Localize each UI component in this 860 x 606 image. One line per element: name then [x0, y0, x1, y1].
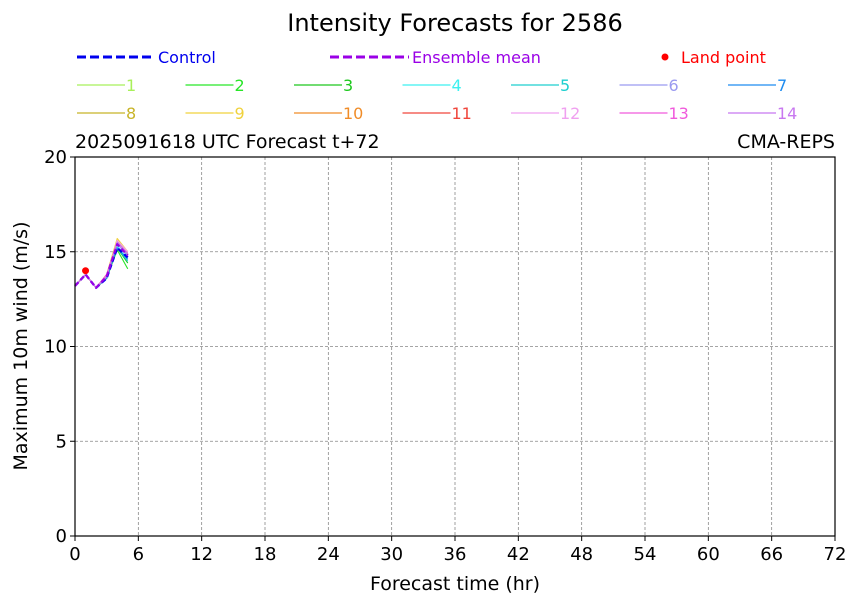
legend-label-control: Control [158, 48, 216, 67]
x-tick-label: 54 [634, 544, 657, 565]
legend-label-member-13: 13 [669, 104, 689, 123]
chart-title: Intensity Forecasts for 2586 [287, 9, 622, 37]
legend-label-land-point: Land point [681, 48, 766, 67]
series-line-ensemble-mean [74, 243, 129, 289]
x-axis-label: Forecast time (hr) [370, 573, 540, 595]
y-tick-label: 5 [56, 431, 67, 452]
legend-label-member-12: 12 [560, 104, 580, 123]
x-tick-label: 12 [190, 544, 213, 565]
legend-label-member-6: 6 [669, 76, 679, 95]
legend-label-member-1: 1 [126, 76, 136, 95]
y-tick-label: 10 [44, 337, 67, 358]
x-tick-label: 0 [69, 544, 80, 565]
forecast-init-label: 2025091618 UTC Forecast t+72 [75, 131, 380, 153]
legend-label-member-5: 5 [560, 76, 570, 95]
legend-label-member-4: 4 [452, 76, 462, 95]
x-tick-label: 30 [380, 544, 403, 565]
x-tick-label: 36 [444, 544, 467, 565]
legend-label-member-2: 2 [235, 76, 245, 95]
legend-label-member-3: 3 [343, 76, 353, 95]
legend-label-member-14: 14 [777, 104, 797, 123]
legend-label-member-9: 9 [235, 104, 245, 123]
y-axis-label: Maximum 10m wind (m/s) [10, 222, 32, 471]
x-tick-label: 42 [507, 544, 530, 565]
y-tick-label: 0 [56, 526, 67, 547]
x-tick-label: 18 [254, 544, 277, 565]
x-tick-label: 60 [697, 544, 720, 565]
land-points [82, 267, 90, 275]
y-tick-label: 20 [44, 147, 67, 168]
x-tick-label: 72 [824, 544, 847, 565]
grid [75, 157, 835, 536]
x-tick-label: 6 [133, 544, 144, 565]
land-point-marker [82, 267, 90, 275]
legend-label-member-7: 7 [777, 76, 787, 95]
x-tick-label: 24 [317, 544, 340, 565]
legend-label-member-10: 10 [343, 104, 363, 123]
legend-label-ensemble-mean: Ensemble mean [412, 48, 541, 67]
legend-marker-land-point [661, 53, 669, 61]
x-tick-label: 66 [760, 544, 783, 565]
x-tick-label: 48 [570, 544, 593, 565]
y-tick-label: 15 [44, 242, 67, 263]
series-lines [74, 237, 129, 289]
model-name-label: CMA-REPS [737, 131, 835, 153]
legend-label-member-11: 11 [452, 104, 472, 123]
legend-label-member-8: 8 [126, 104, 136, 123]
axis-ticks: 0 6 12 18 24 30 36 42 48 54 60 66 72 0 5 10 15 20 [44, 147, 846, 565]
